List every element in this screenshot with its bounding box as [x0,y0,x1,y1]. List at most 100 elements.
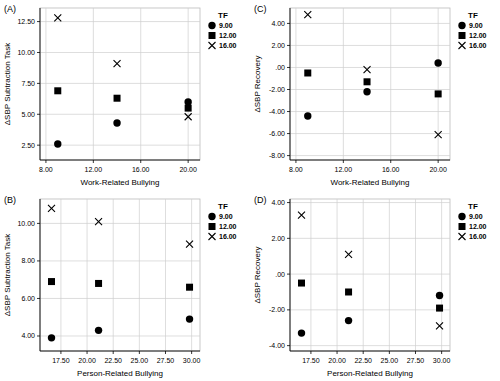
point [48,334,55,341]
y-tick-label: 12.50 [17,18,35,25]
grid-line [40,21,200,22]
legend-title: TF [218,202,228,211]
y-axis-title: ΔSBP Recovery [253,55,262,112]
point [95,280,102,287]
point [436,305,443,312]
y-tick-label: 4.00 [21,332,35,339]
point [345,288,352,295]
tick-mark [113,351,114,354]
grid-line [415,199,416,351]
points [304,11,442,138]
x-tick-label: 22.50 [354,357,372,364]
panel-label: (D) [254,195,267,205]
point [113,119,120,126]
point [435,131,442,138]
point [186,315,193,322]
x-tick-label: 17.50 [302,357,320,364]
y-tick-label: 7.50 [21,80,35,87]
panel: 17.5020.0022.5025.0027.5030.004.006.008.… [3,195,237,378]
points [298,212,443,337]
grid-line [45,8,46,160]
tick-mark [87,351,88,354]
x-tick-label: 8.00 [39,166,53,173]
point [48,205,55,212]
grid-line [40,260,200,261]
x-tick-label: 20.00 [78,357,96,364]
legend-label: 16.00 [469,42,487,49]
grid-line [140,8,141,160]
x-tick-label: 16.00 [382,166,400,173]
x-tick-label: 12.00 [85,166,103,173]
x-tick-label: 20.00 [328,357,346,364]
grid-line [290,155,450,156]
grid-line [290,238,450,239]
y-axis [290,199,291,351]
y-axis [290,8,291,160]
x-tick-label: 12.00 [335,166,353,173]
y-tick-label: 6.00 [21,295,35,302]
legend-marker [208,213,215,220]
x-axis-title: Person-Related Bullying [327,369,413,378]
x-tick-label: 20.00 [429,166,447,173]
panel: 17.5020.0022.5025.0027.5030.00-4.00-2.00… [253,195,487,378]
point [435,90,442,97]
x-tick-label: 30.00 [433,357,451,364]
x-tick-label: 30.00 [183,357,201,364]
legend-title: TF [218,11,228,20]
point [304,112,311,119]
legend-title: TF [468,202,478,211]
legend-label: 16.00 [469,233,487,240]
panel: 8.0012.0016.0020.002.505.007.5010.0012.5… [3,4,237,187]
y-tick-label: 10.00 [17,49,35,56]
grid-line [337,199,338,351]
y-tick-label: 2.50 [21,142,35,149]
legend-label: 9.00 [469,22,483,29]
legend-label: 9.00 [219,22,233,29]
tick-mark [139,351,140,354]
tick-mark [337,351,338,354]
grid-line [290,274,450,275]
y-tick-label: -4.00 [269,342,285,349]
y-tick-label: .00 [275,271,285,278]
point [304,69,311,76]
grid-line [343,8,344,160]
legend-marker [209,42,216,49]
x-tick-label: 27.50 [157,357,175,364]
grid-line [290,133,450,134]
legend-label: 12.00 [469,223,487,230]
grid-line [310,199,311,351]
panel-label: (A) [4,4,16,14]
point [436,292,443,299]
point [186,241,193,248]
point [298,329,305,336]
grid-line [93,8,94,160]
y-tick-label: -2.00 [269,306,285,313]
x-tick-label: 25.00 [131,357,149,364]
tick-mark [191,351,192,354]
grid-line [40,114,200,115]
grid-line [438,8,439,160]
plot-frame [290,199,450,351]
panel-label: (C) [254,4,267,14]
tick-mark [441,351,442,354]
legend-label: 12.00 [469,32,487,39]
grid-line [40,52,200,53]
x-axis [40,160,200,161]
grid-line [290,23,450,24]
legend-label: 9.00 [219,213,233,220]
y-tick-label: 10.00 [17,220,35,227]
grid-line [290,309,450,310]
grid-line [290,345,450,346]
grid-line [40,298,200,299]
grid-line [290,202,450,203]
point [434,59,441,66]
grid-line [87,199,88,351]
x-tick-label: 20.00 [179,166,197,173]
point [363,88,370,95]
grid-line [139,199,140,351]
y-tick-label: .00 [275,64,285,71]
legend-label: 12.00 [219,223,237,230]
grid-line [290,45,450,46]
y-tick-label: 5.00 [21,111,35,118]
point [345,251,352,258]
